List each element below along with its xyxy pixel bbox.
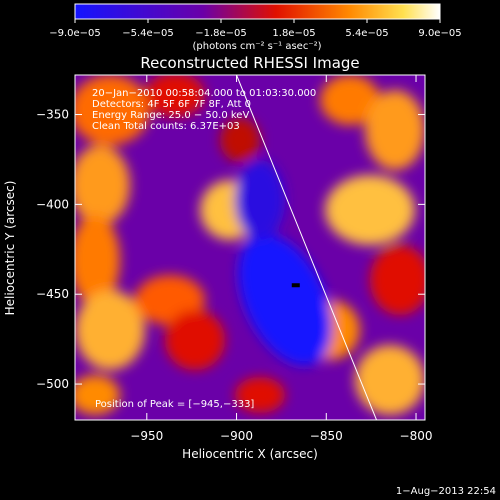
chart-title: Reconstructed RHESSI Image bbox=[140, 54, 359, 72]
x-axis: −950 −900 −850 −800 bbox=[130, 75, 433, 443]
plot-frame bbox=[74, 74, 426, 421]
x-tick-label: −850 bbox=[310, 429, 343, 443]
colorbar bbox=[74, 3, 441, 20]
y-axis-label: Heliocentric Y (arcsec) bbox=[3, 181, 17, 316]
peak-marker bbox=[291, 283, 300, 288]
annotation-counts: Clean Total counts: 6.37E+03 bbox=[92, 121, 240, 132]
y-tick-label: −350 bbox=[36, 108, 69, 122]
y-tick-label: −400 bbox=[36, 197, 69, 211]
x-axis-label: Heliocentric X (arcsec) bbox=[182, 447, 318, 461]
y-axis: −350 −400 −450 −500 bbox=[36, 108, 425, 391]
peak-position-label: Position of Peak = [−945,−333] bbox=[95, 399, 254, 410]
colorbar-tick-label: −5.4e−05 bbox=[122, 28, 174, 39]
colorbar-tick-label: 9.0e−05 bbox=[418, 28, 461, 39]
y-tick-label: −500 bbox=[36, 377, 69, 391]
heatmap-image bbox=[75, 75, 425, 420]
colorbar-tick-label: −1.8e−05 bbox=[195, 28, 247, 39]
solar-limb-line bbox=[236, 75, 378, 420]
colorbar-tick-label: −9.0e−05 bbox=[49, 28, 101, 39]
footer-timestamp: 1−Aug−2013 22:54 bbox=[396, 486, 496, 497]
annotation-energy: Energy Range: 25.0 − 50.0 keV bbox=[92, 110, 249, 121]
colorbar-ticks bbox=[74, 19, 441, 23]
colorbar-tick-label: 1.8e−05 bbox=[272, 28, 315, 39]
x-tick-label: −900 bbox=[220, 429, 253, 443]
colorbar-tick-label: 5.4e−05 bbox=[345, 28, 388, 39]
x-tick-label: −950 bbox=[130, 429, 163, 443]
annotation-time: 20−Jan−2010 00:58:04.000 to 01:03:30.000 bbox=[92, 88, 316, 99]
annotation-detectors: Detectors: 4F 5F 6F 7F 8F, Att 0 bbox=[92, 99, 251, 110]
y-tick-label: −450 bbox=[36, 287, 69, 301]
x-tick-label: −800 bbox=[400, 429, 433, 443]
colorbar-units: (photons cm⁻² s⁻¹ asec⁻²) bbox=[192, 41, 321, 52]
